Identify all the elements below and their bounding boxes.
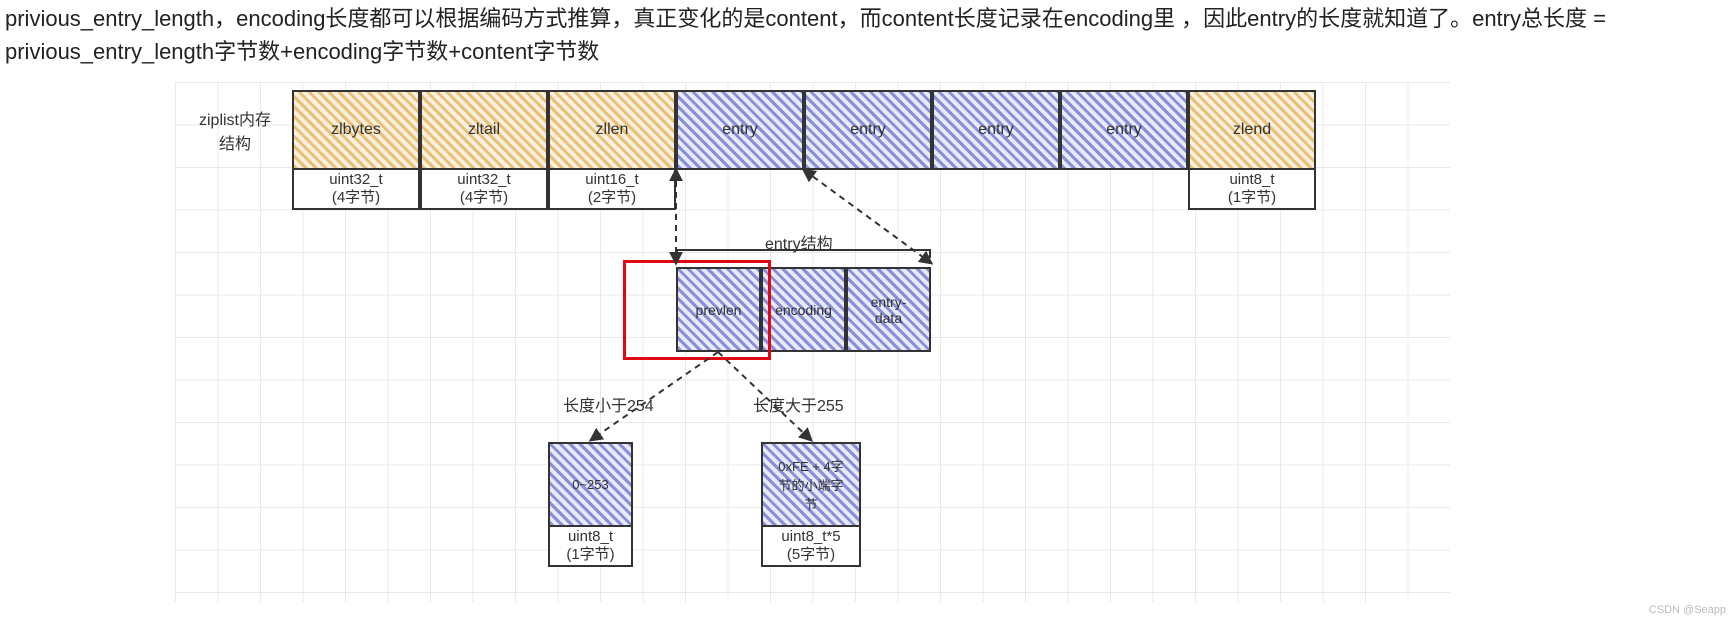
- description-text: privious_entry_length，encoding长度都可以根据编码方…: [5, 2, 1729, 68]
- diagram-canvas: ziplist内存 结构 zlbytesuint32_t(4字节)zltailu…: [175, 82, 1450, 602]
- arrows-svg: [175, 82, 1450, 602]
- watermark: CSDN @Seapp: [1649, 604, 1726, 616]
